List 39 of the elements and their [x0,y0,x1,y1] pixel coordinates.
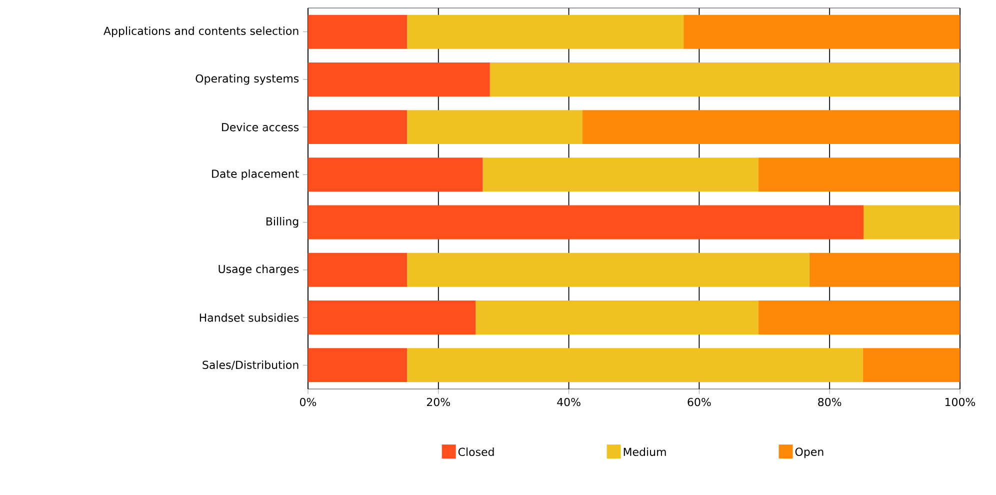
bar [758,158,960,192]
bar [582,110,960,144]
bar [407,348,863,382]
bar [308,205,864,240]
x-tick-label: 40% [557,398,580,406]
bar [308,62,490,96]
bar [407,110,582,144]
bar [809,252,960,287]
bar [684,14,960,49]
bar [308,252,408,287]
y-tick-label: Operating systems [196,74,299,85]
bar [758,300,960,335]
y-tick-label: Date placement [212,169,299,180]
legend-label: Closed [458,448,494,456]
bar [308,110,408,144]
bar [308,158,483,192]
bar [862,348,960,382]
bar [476,300,759,335]
y-tick-label: Billing [266,216,298,228]
x-tick-label: 80% [818,398,842,406]
bar [863,205,960,240]
y-tick-label: Device access [222,122,299,132]
x-tick-label: 60% [688,398,711,406]
bar [407,252,810,287]
bar [308,348,408,382]
y-tick-label: Usage charges [218,264,299,276]
x-tick-label: 20% [426,398,450,406]
legend-label: Open [795,448,824,458]
bar [308,300,476,335]
bar [490,62,960,96]
bar [308,14,408,49]
x-tick-label: 0% [300,398,316,406]
x-tick-label: 100% [945,398,976,406]
y-tick-label: Sales/Distribution [202,360,298,370]
y-tick-label: Applications and contents selection [104,26,298,38]
bar [407,14,684,49]
bar [482,158,759,192]
y-tick-label: Handset subsidies [200,313,299,322]
legend-label: Medium [624,448,666,456]
